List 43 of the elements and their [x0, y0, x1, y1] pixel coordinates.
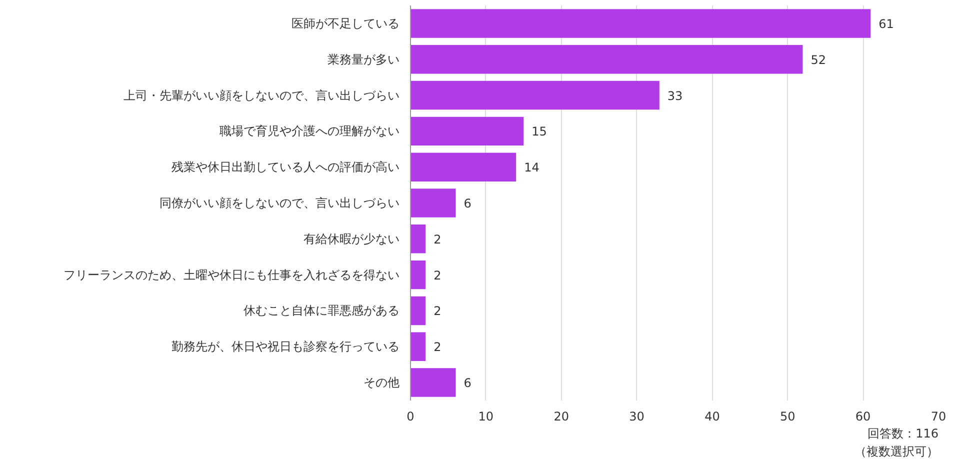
data-label: 61: [878, 16, 894, 31]
bar: [410, 45, 803, 74]
text: 回答数：116: [868, 426, 938, 440]
bar: [410, 9, 871, 38]
x-tick-label: 30: [629, 410, 644, 424]
y-tick-label: 勤務先が、休日や祝日も診察を行っている: [172, 340, 400, 354]
y-tick-label: 残業や休日出勤している人への評価が高い: [172, 160, 400, 174]
data-label: 52: [810, 52, 826, 67]
y-tick-label: 業務量が多い: [328, 52, 400, 66]
bar: [410, 80, 660, 110]
text: （複数選択可）: [854, 444, 938, 458]
bar: [410, 260, 426, 290]
data-label: 33: [667, 88, 683, 103]
y-tick-label: その他: [364, 376, 400, 390]
bar: [410, 152, 516, 182]
bar: [410, 116, 524, 146]
bar: [410, 224, 426, 254]
bar: [410, 368, 456, 397]
data-label: 2: [434, 268, 442, 282]
bar: [410, 188, 456, 218]
y-tick-label: フリーランスのため、土曜や休日にも仕事を入れざるを得ない: [64, 268, 400, 282]
x-tick-label: 40: [704, 410, 720, 424]
data-label: 2: [434, 232, 442, 246]
x-tick-label: 60: [855, 410, 871, 424]
data-label: 6: [464, 196, 472, 210]
x-tick-label: 20: [554, 410, 570, 424]
data-label: 6: [464, 376, 472, 390]
y-tick-label: 医師が不足している: [292, 16, 400, 30]
y-tick-label: 職場で育児や介護への理解がない: [220, 124, 400, 138]
data-label: 2: [434, 340, 442, 354]
data-label: 15: [532, 124, 547, 139]
bar: [410, 332, 426, 361]
y-tick-label: 休むこと自体に罪悪感がある: [244, 304, 400, 318]
y-tick-label: 上司・先輩がいい顔をしないので、言い出しづらい: [124, 88, 400, 102]
x-tick-label: 10: [478, 410, 494, 424]
data-label: 2: [434, 304, 442, 318]
data-label: 14: [524, 160, 540, 175]
bar: [410, 296, 426, 326]
x-tick-label: 70: [930, 410, 946, 424]
x-tick-label: 50: [780, 410, 796, 424]
y-tick-label: 有給休暇が少ない: [304, 232, 400, 246]
y-tick-label: 同僚がいい顔をしないので、言い出しづらい: [160, 196, 400, 210]
x-tick-label: 0: [406, 410, 414, 424]
